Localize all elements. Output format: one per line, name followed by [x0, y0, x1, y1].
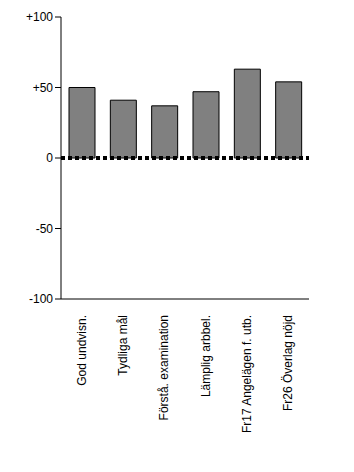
- svg-text:God undvisn.: God undvisn.: [75, 315, 89, 386]
- svg-text:0: 0: [46, 151, 53, 165]
- svg-text:Lämplig arbbel.: Lämplig arbbel.: [199, 315, 213, 397]
- svg-text:Tydliga mål: Tydliga mål: [116, 315, 130, 376]
- svg-text:Fr17 Angelägen f. utb.: Fr17 Angelägen f. utb.: [240, 315, 254, 433]
- svg-text:Fr26 Överlag nöjd: Fr26 Överlag nöjd: [281, 315, 295, 411]
- svg-text:+50: +50: [33, 81, 54, 95]
- svg-text:+100: +100: [26, 10, 53, 24]
- svg-text:-100: -100: [29, 292, 53, 306]
- svg-text:Förstå. examination: Förstå. examination: [157, 315, 171, 420]
- svg-text:-50: -50: [36, 222, 54, 236]
